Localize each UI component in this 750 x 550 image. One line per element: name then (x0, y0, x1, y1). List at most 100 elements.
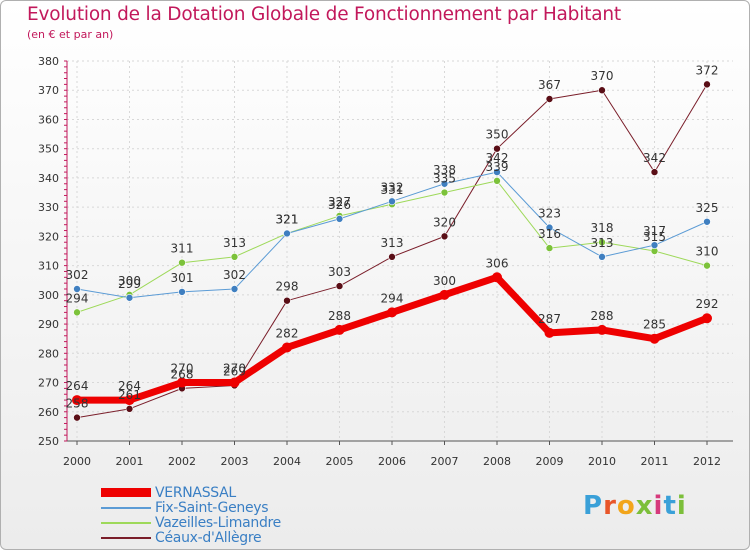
data-label: 313 (381, 236, 404, 250)
data-point (703, 217, 711, 226)
logo-letter: t (663, 491, 677, 521)
x-tick-label: 2007 (431, 455, 459, 468)
y-tick-label: 360 (38, 113, 59, 126)
data-label: 310 (696, 245, 719, 259)
data-point (178, 288, 186, 296)
data-label: 301 (171, 271, 194, 285)
y-tick-label: 300 (38, 289, 59, 302)
data-point (598, 253, 606, 261)
x-tick-label: 2004 (273, 455, 301, 468)
data-label: 288 (328, 309, 351, 323)
data-label: 294 (381, 291, 404, 305)
data-label: 370 (591, 69, 614, 83)
data-label: 264 (118, 379, 141, 393)
data-point (230, 285, 239, 293)
legend-label: VERNASSAL (155, 484, 236, 501)
y-tick-label: 340 (38, 172, 59, 185)
data-label: 264 (66, 379, 89, 393)
data-label: 269 (223, 364, 246, 378)
data-label: 342 (643, 151, 666, 165)
data-point (440, 188, 449, 197)
data-label: 326 (328, 198, 351, 212)
data-point (124, 395, 135, 406)
data-label: 298 (276, 280, 299, 294)
legend-label: Vazeilles-Limandre (155, 514, 281, 531)
data-point (283, 296, 291, 305)
legend-swatch (101, 506, 151, 509)
data-label: 288 (591, 309, 614, 323)
data-point (493, 177, 501, 185)
data-label: 294 (66, 291, 89, 305)
legend-swatch (101, 536, 151, 539)
data-label: 261 (118, 388, 141, 402)
data-label: 270 (171, 362, 194, 376)
x-tick-label: 2005 (326, 455, 354, 468)
data-point (334, 324, 345, 335)
data-label: 258 (66, 397, 89, 411)
y-tick-label: 330 (38, 201, 59, 214)
data-label: 315 (643, 230, 666, 244)
data-label: 332 (381, 180, 404, 194)
data-point (178, 258, 186, 267)
data-point (73, 413, 81, 422)
data-label: 350 (486, 128, 509, 142)
data-label: 268 (171, 367, 194, 381)
chart-title: Evolution de la Dotation Globale de Fonc… (27, 4, 621, 25)
data-label: 339 (486, 160, 509, 174)
data-label: 303 (328, 265, 351, 279)
data-point (73, 285, 81, 293)
data-point (335, 215, 344, 223)
data-point (597, 324, 607, 335)
legend-label: Céaux-d'Allègre (155, 529, 262, 546)
data-label: 335 (433, 172, 456, 186)
proxiti-logo: Proxiti (583, 491, 687, 521)
legend: VERNASSAL Fix-Saint-Geneys Vazeilles-Liman… (101, 484, 281, 546)
data-point (545, 95, 554, 103)
legend-swatch (101, 488, 151, 497)
y-tick-label: 310 (38, 260, 59, 273)
data-label: 320 (433, 215, 456, 229)
legend-item: Vazeilles-Limandre (101, 514, 281, 531)
data-point (598, 238, 606, 247)
data-point (335, 282, 344, 290)
logo-letter: o (616, 491, 636, 521)
data-point (73, 308, 81, 317)
data-label: 270 (223, 362, 246, 376)
data-label: 331 (381, 183, 404, 197)
data-label: 292 (696, 297, 719, 311)
legend-item: Céaux-d'Allègre (101, 529, 281, 546)
data-label: 325 (696, 201, 719, 215)
data-point (649, 333, 660, 344)
data-label: 302 (223, 268, 246, 282)
data-point (439, 289, 450, 300)
data-point (493, 144, 501, 153)
data-point (388, 197, 396, 206)
y-tick-label: 260 (38, 406, 59, 419)
logo-letter: x (635, 491, 654, 521)
data-point (440, 179, 449, 188)
data-point (650, 168, 659, 176)
data-label: 321 (276, 212, 299, 226)
data-point (703, 80, 711, 89)
x-tick-label: 2000 (63, 455, 91, 468)
data-label: 327 (328, 195, 351, 209)
data-label: 323 (538, 207, 561, 221)
data-point (440, 232, 449, 241)
data-point (282, 342, 292, 353)
chart-subtitle: (en € et par an) (27, 28, 114, 41)
data-point (702, 313, 712, 324)
data-label: 302 (66, 268, 89, 282)
data-label: 367 (538, 78, 561, 92)
data-label: 299 (118, 277, 141, 291)
x-tick-label: 2006 (378, 455, 406, 468)
data-label: 282 (276, 326, 299, 340)
y-tick-label: 370 (38, 84, 59, 97)
data-label: 318 (591, 221, 614, 235)
data-point (72, 395, 82, 406)
data-point (545, 244, 554, 252)
data-label: 287 (538, 312, 561, 326)
y-tick-label: 290 (38, 318, 59, 331)
data-point (493, 168, 501, 176)
data-label: 285 (643, 318, 666, 332)
data-label: 313 (591, 236, 614, 250)
